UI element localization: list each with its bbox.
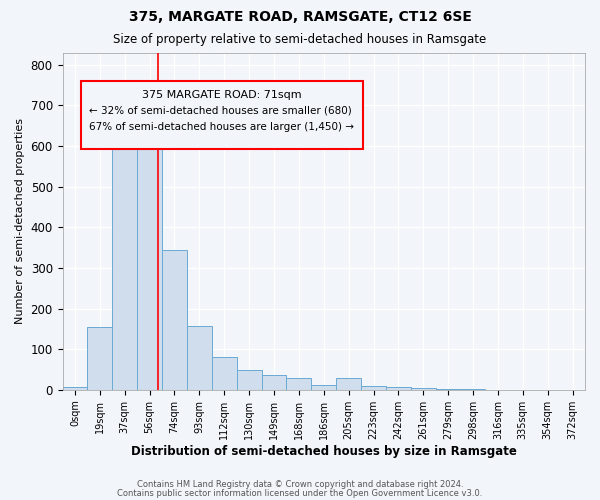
Bar [311, 384, 336, 390]
Y-axis label: Number of semi-detached properties: Number of semi-detached properties [15, 118, 25, 324]
Bar [236, 370, 262, 390]
Text: 375 MARGATE ROAD: 71sqm: 375 MARGATE ROAD: 71sqm [142, 90, 302, 100]
Text: 375, MARGATE ROAD, RAMSGATE, CT12 6SE: 375, MARGATE ROAD, RAMSGATE, CT12 6SE [128, 10, 472, 24]
Text: Contains public sector information licensed under the Open Government Licence v3: Contains public sector information licen… [118, 488, 482, 498]
Bar [361, 386, 386, 390]
Text: ← 32% of semi-detached houses are smaller (680): ← 32% of semi-detached houses are smalle… [89, 106, 352, 116]
Bar [62, 386, 88, 390]
Bar [336, 378, 361, 390]
Bar [212, 356, 236, 390]
Text: Contains HM Land Registry data © Crown copyright and database right 2024.: Contains HM Land Registry data © Crown c… [137, 480, 463, 489]
Bar [162, 250, 187, 390]
Bar [137, 126, 162, 390]
Bar [88, 327, 112, 390]
Bar [411, 388, 436, 390]
X-axis label: Distribution of semi-detached houses by size in Ramsgate: Distribution of semi-detached houses by … [131, 444, 517, 458]
FancyBboxPatch shape [81, 81, 363, 148]
Bar [386, 386, 411, 390]
Text: Size of property relative to semi-detached houses in Ramsgate: Size of property relative to semi-detach… [113, 32, 487, 46]
Bar [286, 378, 311, 390]
Bar [436, 388, 461, 390]
Bar [262, 375, 286, 390]
Text: 67% of semi-detached houses are larger (1,450) →: 67% of semi-detached houses are larger (… [89, 122, 353, 132]
Bar [187, 326, 212, 390]
Bar [112, 132, 137, 390]
